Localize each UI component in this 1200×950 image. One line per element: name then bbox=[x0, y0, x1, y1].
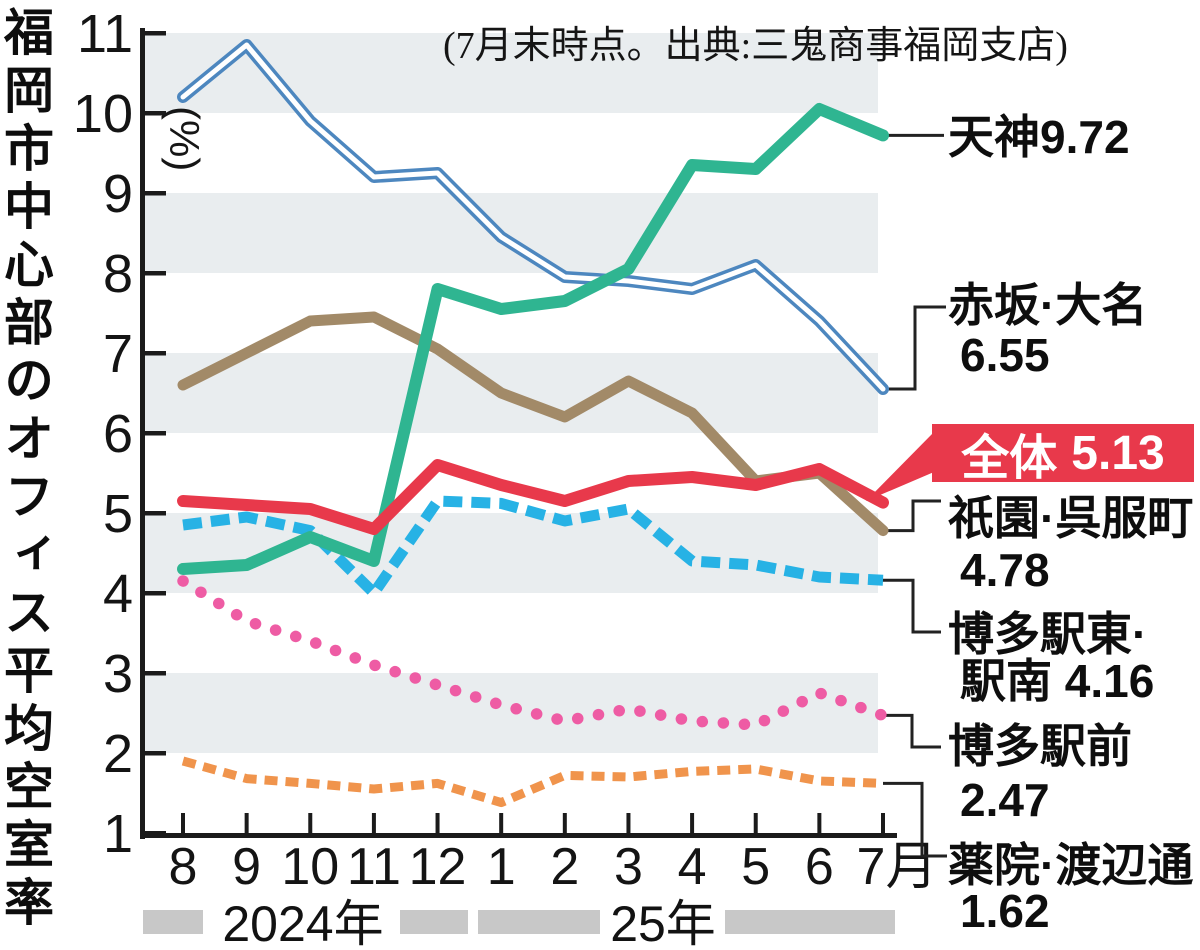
series-line-hakata_higashi bbox=[182, 495, 884, 599]
y-tick-label: 3 bbox=[103, 644, 133, 704]
y-axis-tick bbox=[144, 431, 166, 436]
y-axis-tick bbox=[144, 751, 166, 756]
series-label-value: 4.78 bbox=[960, 544, 1050, 596]
x-axis-line bbox=[140, 833, 897, 838]
grid-band bbox=[142, 193, 878, 273]
y-axis-tick bbox=[144, 271, 166, 276]
label-connector-hakata_higashi bbox=[880, 578, 941, 634]
x-axis-tick bbox=[244, 813, 249, 833]
series-label-value: 2.47 bbox=[960, 774, 1050, 826]
y-axis-tick bbox=[144, 191, 166, 196]
x-axis-tick bbox=[817, 813, 822, 833]
x-axis-tick bbox=[881, 813, 885, 833]
series-label-hakataeki-higashi-ekiminami: 博多駅東· 駅南 4.16 bbox=[948, 611, 1154, 705]
x-axis-tick bbox=[626, 813, 631, 833]
y-tick-label: 7 bbox=[103, 324, 133, 384]
month-label: 3 bbox=[614, 838, 643, 896]
series-label-gion-gofukumachi: 祇園·呉服町 4.78 bbox=[948, 492, 1193, 596]
month-label: 1 bbox=[487, 838, 516, 896]
y-tick-label: 2 bbox=[103, 724, 133, 784]
series-label-line: 薬院·渡辺通 bbox=[948, 839, 1194, 891]
month-label: 9 bbox=[232, 838, 261, 896]
grid-band bbox=[142, 513, 878, 593]
year-label: 25年 bbox=[610, 896, 716, 950]
x-axis-tick bbox=[499, 813, 504, 833]
y-tick-label: 11 bbox=[77, 4, 133, 64]
x-axis-tick bbox=[435, 813, 440, 833]
y-axis-tick bbox=[144, 111, 166, 116]
y-tick-label: 9 bbox=[103, 164, 133, 224]
label-connector-yakuin bbox=[883, 781, 947, 858]
label-connector-hakata_ekimae bbox=[883, 713, 941, 749]
series-label-line: 博多駅前 bbox=[948, 720, 1132, 772]
source-note: (7月末時点。出典:三鬼商事福岡支店) bbox=[443, 25, 1068, 67]
series-label-akasaka-daimyo: 赤坂·大名 6.55 bbox=[948, 280, 1147, 380]
y-tick-label: 10 bbox=[73, 84, 133, 144]
year-bar bbox=[400, 910, 468, 934]
series-label-value: 6.55 bbox=[960, 329, 1050, 381]
y-tick-label: 5 bbox=[103, 484, 133, 544]
label-connector-akasaka bbox=[886, 305, 946, 391]
year-bar bbox=[478, 910, 600, 934]
series-label-line: 赤坂·大名 bbox=[948, 279, 1148, 331]
y-axis-tick bbox=[144, 831, 166, 836]
y-tick-label: 6 bbox=[103, 404, 133, 464]
x-axis-tick bbox=[690, 813, 695, 833]
year-bar bbox=[143, 910, 203, 934]
y-axis-tick bbox=[144, 351, 166, 356]
series-line-hakata_ekimae bbox=[177, 575, 889, 731]
y-axis-tick bbox=[144, 511, 166, 516]
x-axis-tick bbox=[562, 813, 567, 833]
overall-callout-pointer bbox=[866, 432, 934, 501]
series-label-line: 天神9.72 bbox=[948, 111, 1130, 163]
label-connector-gion bbox=[882, 499, 941, 533]
series-line-tenjin bbox=[177, 103, 889, 575]
y-axis-tick bbox=[144, 591, 166, 596]
month-label: 10 bbox=[281, 838, 339, 896]
month-label: 11 bbox=[347, 838, 401, 896]
series-label-hakata-ekimae: 博多駅前 2.47 bbox=[948, 719, 1132, 827]
series-label-line: 祇園·呉服町 bbox=[948, 492, 1194, 544]
y-axis-unit-label: (%) bbox=[161, 106, 208, 172]
series-label-value: 1.62 bbox=[960, 885, 1050, 937]
y-axis-line bbox=[140, 28, 145, 839]
y-tick-label: 8 bbox=[103, 244, 133, 304]
month-label: 8 bbox=[169, 838, 198, 896]
overall-value-callout: 全体 5.13 bbox=[932, 424, 1194, 486]
grid-band bbox=[142, 673, 878, 753]
month-label: 4 bbox=[678, 838, 707, 896]
y-axis-tick bbox=[144, 31, 166, 36]
month-label: 7月 bbox=[857, 838, 938, 896]
series-line-zentai bbox=[177, 459, 889, 535]
x-axis-tick bbox=[371, 813, 376, 833]
series-line-akasaka-inner bbox=[180, 42, 886, 392]
overall-callout-name: 全体 bbox=[961, 432, 1058, 485]
series-label-tenjin: 天神9.72 bbox=[948, 112, 1130, 162]
chart-title: 福岡市中心部のオフィス平均空室率 bbox=[0, 6, 53, 934]
series-label-line: 博多駅東· bbox=[948, 608, 1148, 660]
x-axis-tick bbox=[181, 813, 185, 833]
month-label: 12 bbox=[409, 838, 467, 896]
series-label-yakuin-watanabedori: 薬院·渡辺通 1.62 bbox=[948, 842, 1193, 934]
year-label: 2024年 bbox=[222, 896, 383, 950]
series-line-yakuin bbox=[181, 756, 884, 808]
overall-callout-box bbox=[932, 424, 1194, 482]
y-axis-tick bbox=[144, 671, 166, 676]
series-label-value: 駅南 4.16 bbox=[960, 655, 1155, 707]
overall-callout-value: 5.13 bbox=[1071, 426, 1165, 480]
year-bar bbox=[725, 910, 895, 934]
x-axis-tick bbox=[753, 813, 758, 833]
y-tick-label: 4 bbox=[103, 564, 133, 624]
month-label: 2 bbox=[550, 838, 579, 896]
x-axis-tick bbox=[308, 813, 313, 833]
month-label: 6 bbox=[805, 838, 834, 896]
month-label: 5 bbox=[741, 838, 770, 896]
y-tick-label: 1 bbox=[103, 804, 133, 864]
